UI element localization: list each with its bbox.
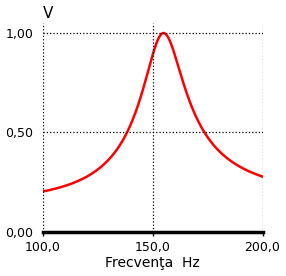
Text: V: V [43,6,53,20]
X-axis label: Frecvenţa  Hz: Frecvenţa Hz [105,256,200,270]
